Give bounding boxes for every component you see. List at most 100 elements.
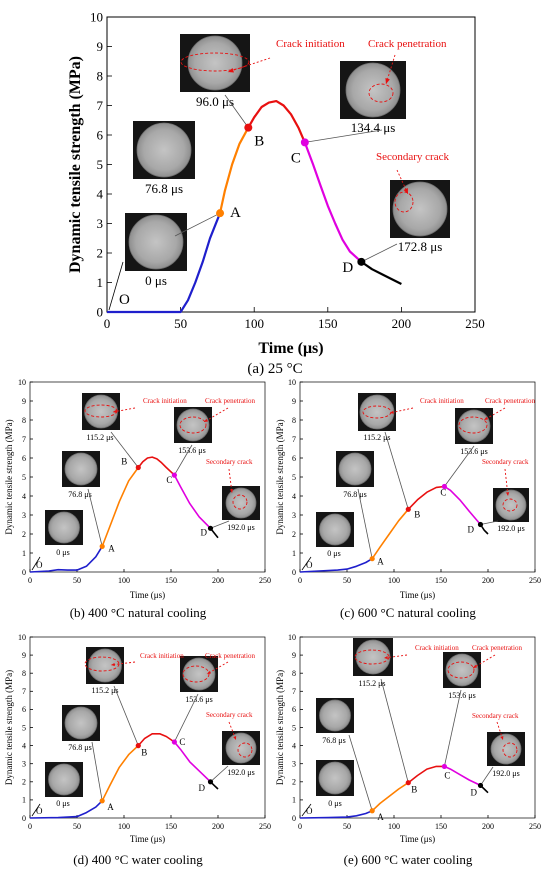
y-tick-label: 7	[292, 687, 296, 696]
connector-line	[480, 520, 499, 525]
x-tick-label: 100	[388, 822, 400, 831]
y-tick-label: 1	[292, 796, 296, 805]
series-line-4	[173, 474, 212, 529]
x-tick-label: 250	[465, 316, 485, 331]
x-tick-label: 100	[388, 576, 400, 585]
crack-highlight	[362, 405, 392, 419]
specimen-disc	[128, 214, 184, 270]
panel-caption: (a) 25 °C	[247, 361, 302, 377]
y-tick-label: 6	[292, 454, 296, 463]
y-tick-label: 1	[292, 549, 296, 558]
connector-line	[480, 766, 494, 786]
x-tick-label: 50	[343, 576, 351, 585]
point-C	[300, 138, 309, 147]
point-label-A: A	[230, 205, 241, 221]
series-line-4	[303, 142, 363, 263]
y-tick-label: 5	[97, 157, 104, 172]
y-tick-label: 3	[97, 216, 104, 231]
y-tick-label: 8	[22, 669, 26, 678]
point-B	[135, 464, 141, 471]
series-line-4	[173, 741, 212, 783]
series-line-1	[29, 800, 103, 819]
crack-annotation: Crack penetration	[205, 397, 255, 405]
series-line-2	[101, 467, 139, 547]
y-tick-label: 6	[97, 128, 104, 143]
y-tick-label: 2	[22, 778, 26, 787]
snapshot-time-label: 134.4 μs	[351, 120, 396, 135]
x-tick-label: 50	[174, 316, 187, 331]
point-label-B: B	[414, 509, 420, 519]
x-tick-label: 150	[435, 576, 447, 585]
crack-annotation: Secondary crack	[376, 151, 449, 163]
x-tick-label: 100	[118, 576, 130, 585]
connector-line	[210, 765, 229, 783]
point-A	[99, 543, 105, 549]
point-A	[369, 808, 375, 814]
specimen-disc	[84, 394, 118, 429]
snapshot-time-label: 115.2 μs	[363, 433, 390, 442]
x-tick-label: 50	[343, 822, 351, 831]
specimen-disc	[64, 706, 98, 740]
point-label-C: C	[166, 475, 172, 485]
snapshot-time-label: 153.6 μs	[178, 446, 205, 455]
x-tick-label: 50	[73, 576, 81, 585]
specimen-disc	[64, 452, 98, 486]
point-label-O: O	[36, 806, 43, 816]
annotation-arrowhead	[390, 410, 394, 414]
y-tick-label: 0	[97, 305, 104, 320]
point-C	[171, 472, 177, 478]
specimen-disc	[338, 452, 372, 486]
crack-highlight	[84, 404, 118, 418]
y-tick-label: 0	[22, 814, 26, 823]
specimen-disc	[392, 181, 448, 237]
x-tick-label: 200	[392, 316, 412, 331]
y-tick-label: 4	[22, 492, 26, 501]
series-line-3	[137, 732, 175, 747]
point-C	[441, 763, 447, 770]
y-tick-label: 3	[292, 511, 296, 520]
y-tick-label: 9	[22, 397, 26, 406]
y-tick-label: 1	[22, 549, 26, 558]
snapshot-time-label: 76.8 μs	[68, 490, 91, 499]
y-tick-label: 8	[292, 416, 296, 425]
y-tick-label: 5	[22, 723, 26, 732]
annotation-arrowhead	[403, 188, 408, 194]
series-line-2	[101, 745, 139, 802]
y-tick-label: 7	[97, 98, 104, 113]
specimen-disc	[176, 408, 210, 442]
point-B	[244, 123, 253, 132]
x-axis-label: Time (μs)	[400, 590, 435, 600]
x-tick-label: 0	[298, 822, 302, 831]
annotation-arrowhead	[228, 68, 234, 73]
x-tick-label: 200	[212, 576, 224, 585]
annotation-arrowhead	[500, 736, 504, 740]
series-line-2	[371, 508, 409, 560]
y-axis-label: Dynamic tensile strength (MPa)	[275, 419, 285, 534]
snapshot-time-label: 192.0 μs	[497, 524, 524, 533]
y-tick-label: 0	[292, 568, 296, 577]
chart-panel-a: 0 50 100 150 200 250 0 1 2 3 4 5 6 7 8 9 10 Time (μs) Dyna…	[67, 10, 485, 377]
point-label-D: D	[200, 527, 207, 537]
connector-line	[91, 741, 103, 801]
annotation-arrowhead	[385, 78, 390, 84]
point-B	[135, 743, 141, 749]
series-line-3	[407, 765, 445, 784]
series-line-2	[371, 782, 409, 812]
x-tick-label: 150	[435, 822, 447, 831]
snapshot-time-label: 76.8 μs	[68, 743, 91, 752]
y-tick-label: 7	[292, 435, 296, 444]
point-A	[216, 209, 225, 218]
series-line-1	[299, 558, 373, 573]
specimen-disc	[355, 639, 391, 675]
y-tick-label: 6	[22, 705, 26, 714]
specimen-disc	[187, 35, 243, 91]
y-tick-label: 2	[97, 246, 104, 261]
y-tick-label: 5	[292, 723, 296, 732]
y-tick-label: 10	[18, 378, 26, 387]
y-axis-label: Dynamic tensile strength (MPa)	[67, 56, 84, 273]
annotation-arrowhead	[384, 655, 388, 660]
series-line-4	[443, 485, 482, 526]
specimen-disc	[319, 699, 351, 732]
snapshot-time-label: 76.8 μs	[145, 181, 183, 196]
